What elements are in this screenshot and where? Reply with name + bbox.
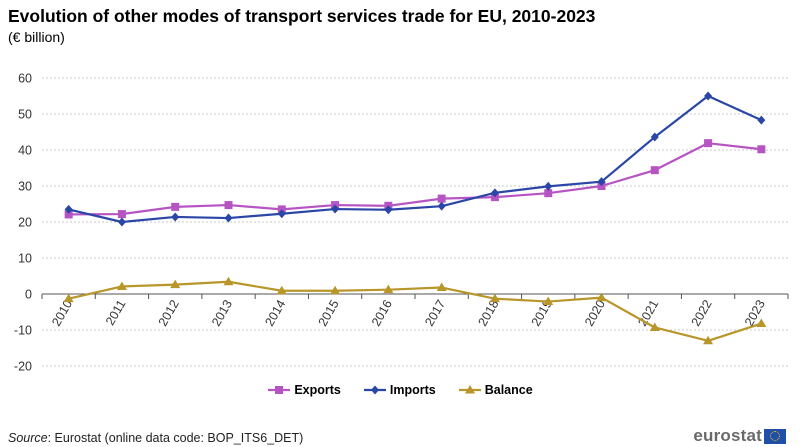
balance-point [756, 318, 767, 328]
legend-label-exports: Exports [294, 383, 341, 397]
balance-point [276, 285, 287, 295]
x-tick-label: 2017 [422, 297, 448, 328]
balance-point [223, 276, 234, 286]
legend-marker [370, 385, 379, 395]
balance-point [330, 285, 341, 295]
x-axis [41, 293, 789, 299]
x-tick-label: 2022 [689, 297, 715, 328]
logo-text: eurostat [693, 426, 762, 445]
balance-line [68, 280, 762, 342]
chart-subtitle: (€ billion) [8, 29, 65, 45]
series-lines [63, 91, 767, 345]
imports-point [650, 132, 659, 142]
imports-point [384, 205, 393, 215]
imports-point [171, 212, 180, 222]
balance-point [703, 335, 714, 345]
legend-label-imports: Imports [389, 383, 436, 397]
x-tick-label: 2015 [316, 297, 342, 328]
legend-item-exports[interactable]: Exports [267, 383, 341, 397]
balance-point [170, 279, 181, 289]
exports-point [650, 166, 659, 175]
x-tick-label: 2020 [582, 297, 608, 328]
imports-point [490, 188, 499, 198]
series-balance [63, 276, 767, 345]
imports-point [224, 213, 233, 223]
source-text: : Eurostat (online data code: BOP_ITS6_D… [47, 431, 304, 445]
eurostat-logo: eurostat [693, 426, 786, 446]
y-tick-label: -20 [14, 360, 32, 374]
x-tick-label: 2011 [103, 297, 129, 327]
legend-marker [464, 385, 475, 394]
exports-point [64, 210, 73, 219]
x-axis-tick-labels: 2010 2011 2012 2013 2014 2015 2016 2017 2018 2019… [49, 297, 768, 328]
y-axis-tick-labels: -20 -10 0 10 20 30 40 50 60 [14, 72, 32, 374]
imports-point [704, 91, 713, 101]
x-tick-label: 2014 [262, 297, 288, 328]
imports-point [277, 209, 286, 219]
balance-point [63, 293, 74, 303]
imports-point [437, 201, 446, 211]
legend-item-balance[interactable]: Balance [458, 383, 533, 397]
y-tick-label: 20 [18, 216, 32, 230]
x-tick-label: 2016 [369, 297, 395, 328]
chart-title: Evolution of other modes of transport se… [8, 6, 596, 26]
imports-point [757, 115, 766, 125]
y-tick-label: 10 [18, 252, 32, 266]
x-tick-label: 2012 [156, 297, 182, 328]
eu-flag-icon [764, 428, 786, 444]
imports-point [597, 177, 606, 187]
legend-marker [275, 386, 284, 394]
exports-point [224, 201, 233, 210]
exports-legend-marker-icon [268, 386, 291, 394]
exports-point [757, 145, 766, 154]
balance-legend-marker-icon [458, 385, 481, 394]
exports-point [544, 189, 553, 198]
exports-point [437, 194, 446, 203]
balance-point [116, 281, 127, 290]
y-tick-label: 40 [18, 144, 32, 158]
exports-line [68, 142, 762, 216]
balance-point [649, 322, 660, 331]
imports-point [64, 204, 73, 214]
balance-point [543, 296, 554, 306]
y-tick-label: 30 [18, 180, 32, 194]
source-note: Source: Eurostat (online data code: BOP_… [8, 431, 303, 445]
imports-legend-marker-icon [363, 385, 386, 395]
legend-item-imports[interactable]: Imports [363, 383, 436, 397]
imports-point [544, 181, 553, 191]
source-label: Source [8, 431, 48, 445]
x-tick-label: 2013 [209, 297, 235, 328]
exports-point [704, 139, 713, 148]
series-imports [64, 91, 766, 227]
imports-point [117, 217, 126, 227]
imports-line [68, 94, 762, 224]
y-tick-label: 50 [18, 108, 32, 122]
balance-point [383, 284, 394, 294]
legend-label-balance: Balance [484, 383, 533, 397]
exports-point [171, 202, 180, 211]
legend: Exports Imports Balance [0, 383, 800, 397]
balance-point [596, 292, 607, 302]
exports-point [117, 210, 126, 219]
imports-point [331, 204, 340, 214]
y-tick-label: -10 [14, 324, 32, 338]
balance-point [436, 282, 447, 292]
balance-point [489, 293, 500, 303]
y-tick-label: 60 [18, 72, 32, 86]
y-tick-label: 0 [25, 288, 32, 302]
series-exports [64, 139, 766, 219]
